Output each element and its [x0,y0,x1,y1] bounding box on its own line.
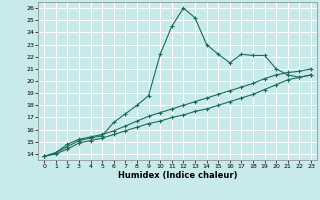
X-axis label: Humidex (Indice chaleur): Humidex (Indice chaleur) [118,171,237,180]
